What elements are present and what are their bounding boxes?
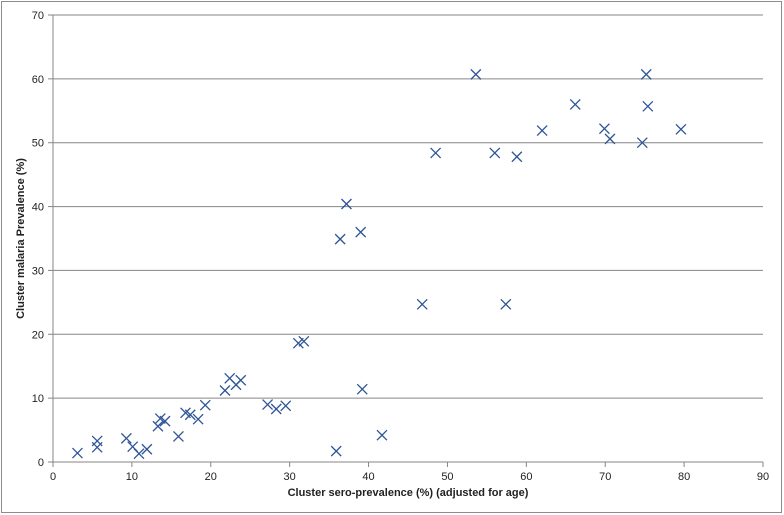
data-point-24	[298, 335, 310, 347]
y-tick-label-40: 40	[32, 202, 44, 214]
data-point-39	[598, 123, 610, 135]
data-point-20	[262, 399, 274, 410]
data-point-31	[416, 298, 428, 310]
x-tick-label-60: 60	[520, 471, 532, 483]
data-point-35	[500, 298, 512, 310]
x-tick-label-80: 80	[678, 471, 690, 483]
data-point-3	[91, 441, 103, 453]
y-tick-labels: 0 10 20 30 40 50 60 70	[32, 10, 44, 469]
data-point-10	[159, 415, 171, 427]
x-tick-label-0: 0	[50, 471, 56, 483]
axes	[48, 14, 764, 467]
data-point-6	[133, 448, 145, 460]
data-point-1	[71, 447, 83, 459]
data-point-41	[636, 137, 648, 149]
data-point-15	[199, 399, 211, 411]
data-point-29	[356, 383, 368, 395]
x-tick-label-10: 10	[126, 471, 138, 483]
data-point-44	[675, 123, 687, 135]
x-tick-label-30: 30	[284, 471, 296, 483]
data-point-14	[192, 413, 204, 425]
x-tick-label-50: 50	[441, 471, 453, 483]
data-point-30	[376, 429, 388, 441]
y-tick-label-50: 50	[32, 138, 44, 150]
x-tick-labels: 0 10 20 30 40 50 60 70 80 90	[50, 471, 769, 483]
data-point-36	[511, 151, 523, 163]
data-point-26	[334, 233, 346, 245]
data-point-4	[120, 432, 132, 444]
data-point-21	[270, 403, 282, 415]
data-point-34	[489, 147, 501, 159]
data-point-11	[172, 430, 184, 442]
data-point-8	[152, 420, 164, 432]
y-tick-label-0: 0	[38, 457, 44, 469]
data-points	[71, 68, 687, 460]
x-axis-title: Cluster sero-prevalence (%) (adjusted fo…	[288, 487, 529, 499]
data-point-40	[604, 133, 616, 145]
data-point-25	[330, 445, 342, 457]
data-point-33	[470, 68, 482, 80]
data-point-43	[642, 100, 654, 112]
data-point-32	[430, 147, 442, 159]
data-point-42	[640, 68, 652, 80]
y-tick-label-70: 70	[32, 10, 44, 22]
data-point-13	[184, 409, 196, 421]
data-point-38	[569, 98, 581, 110]
y-tick-label-60: 60	[32, 74, 44, 86]
y-tick-label-20: 20	[32, 329, 44, 341]
gridlines	[53, 14, 763, 399]
y-axis-title: Cluster malaria Prevalence (%)	[15, 158, 27, 319]
x-tick-label-40: 40	[362, 471, 374, 483]
data-point-19	[235, 374, 247, 386]
data-point-28	[355, 226, 367, 238]
y-tick-label-10: 10	[32, 393, 44, 405]
x-tick-label-70: 70	[599, 471, 611, 483]
x-tick-label-90: 90	[757, 471, 769, 483]
y-tick-label-30: 30	[32, 265, 44, 277]
data-point-16	[219, 385, 231, 396]
data-point-37	[536, 125, 548, 137]
data-point-22	[280, 400, 292, 412]
data-point-27	[341, 198, 352, 210]
data-point-7	[141, 443, 153, 455]
x-tick-label-20: 20	[205, 471, 217, 483]
